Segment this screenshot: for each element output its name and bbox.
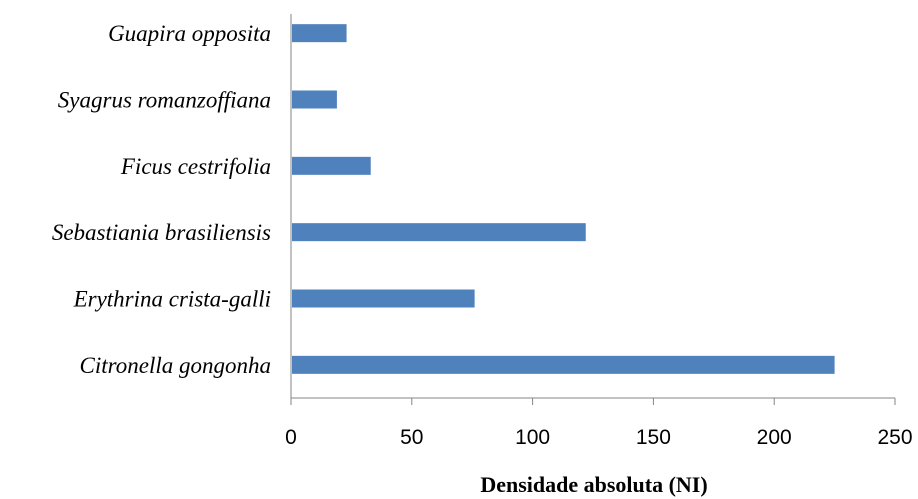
category-label: Syagrus romanzoffiana (58, 88, 271, 113)
x-tick-label: 50 (400, 426, 423, 449)
x-axis-title: Densidade absoluta (NI) (480, 472, 707, 497)
x-ticks (290, 398, 896, 405)
bar-citronella-gongonha (292, 355, 835, 374)
bar-erythrina-crista-galli (292, 289, 475, 308)
bar-guapira-opposita (292, 24, 347, 43)
category-label: Guapira opposita (108, 21, 271, 46)
x-tick-labels: 0 50 100 150 200 250 (285, 426, 912, 449)
x-tick-label: 150 (636, 426, 671, 449)
category-label: Citronella gongonha (80, 353, 271, 378)
category-label: Erythrina crista-galli (73, 287, 271, 312)
x-tick-label: 100 (515, 426, 550, 449)
category-labels: Citronella gongonha Erythrina crista-gall… (52, 21, 271, 378)
bar-ficus-cestrifolia (292, 156, 371, 175)
x-tick-label: 200 (757, 426, 792, 449)
x-tick-label: 250 (877, 426, 912, 449)
category-label: Sebastiania brasiliensis (52, 220, 271, 245)
bar-syagrus-romanzoffiana (292, 90, 337, 109)
x-tick-label: 0 (285, 426, 297, 449)
bar-sebastiania-brasiliensis (292, 223, 586, 242)
category-label: Ficus cestrifolia (120, 154, 271, 179)
bars (292, 24, 835, 374)
